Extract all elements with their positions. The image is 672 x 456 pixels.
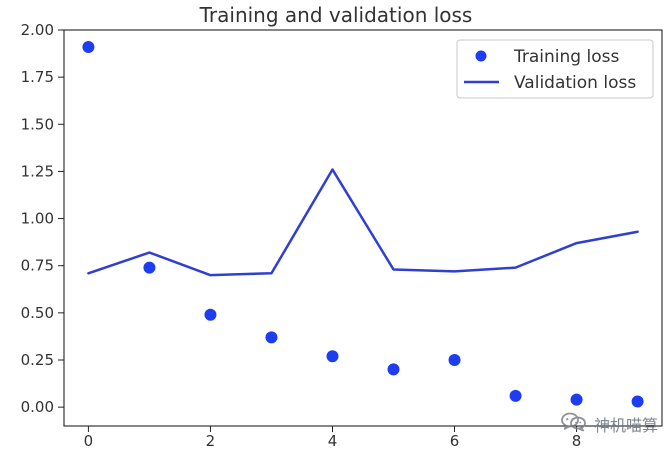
- legend-training-marker: [475, 50, 487, 62]
- legend-box: [456, 39, 654, 99]
- validation-loss-line: [87, 168, 639, 277]
- series-lines: [87, 168, 639, 277]
- watermark-text: 神机喵算: [593, 416, 658, 435]
- x-axis-ticks: 0 2 4 6 8: [84, 426, 582, 450]
- y-tick-label: 1.00: [21, 210, 54, 228]
- training-loss-point: [631, 395, 644, 408]
- legend-validation-label: Validation loss: [514, 73, 636, 93]
- training-loss-point: [326, 350, 339, 363]
- training-loss-point: [387, 363, 400, 376]
- training-loss-point: [204, 308, 217, 321]
- plot-frame: [63, 29, 663, 427]
- x-tick-label: 8: [572, 432, 582, 450]
- training-loss-point: [265, 331, 278, 344]
- x-tick-label: 4: [328, 432, 338, 450]
- training-loss-point: [448, 354, 461, 366]
- y-tick-label: 2.00: [21, 21, 54, 39]
- legend-training-label: Training loss: [513, 47, 619, 67]
- chart-title: Training and validation loss: [199, 3, 473, 27]
- y-tick-label: 1.50: [21, 115, 54, 133]
- y-tick-label: 1.25: [21, 162, 54, 180]
- x-tick-label: 2: [206, 432, 216, 450]
- training-loss-point: [143, 261, 156, 274]
- y-axis-ticks: 0.00 0.25 0.50 0.75 1.00 1.25 1.50 1.75 2.00: [21, 21, 64, 416]
- x-tick-label: 0: [84, 432, 94, 450]
- training-loss-point: [82, 40, 95, 53]
- y-tick-label: 1.75: [21, 68, 54, 86]
- legend: Training loss Validation loss: [456, 39, 654, 99]
- y-tick-label: 0.25: [21, 351, 54, 369]
- y-tick-label: 0.75: [21, 257, 54, 275]
- watermark: 神机喵算: [560, 410, 658, 438]
- x-tick-label: 6: [450, 432, 460, 450]
- training-loss-point: [509, 389, 522, 402]
- y-tick-label: 0.00: [21, 398, 54, 416]
- series-points: [82, 40, 644, 408]
- wechat-icon: [560, 410, 588, 438]
- y-tick-label: 0.50: [21, 304, 54, 322]
- training-loss-point: [570, 393, 583, 406]
